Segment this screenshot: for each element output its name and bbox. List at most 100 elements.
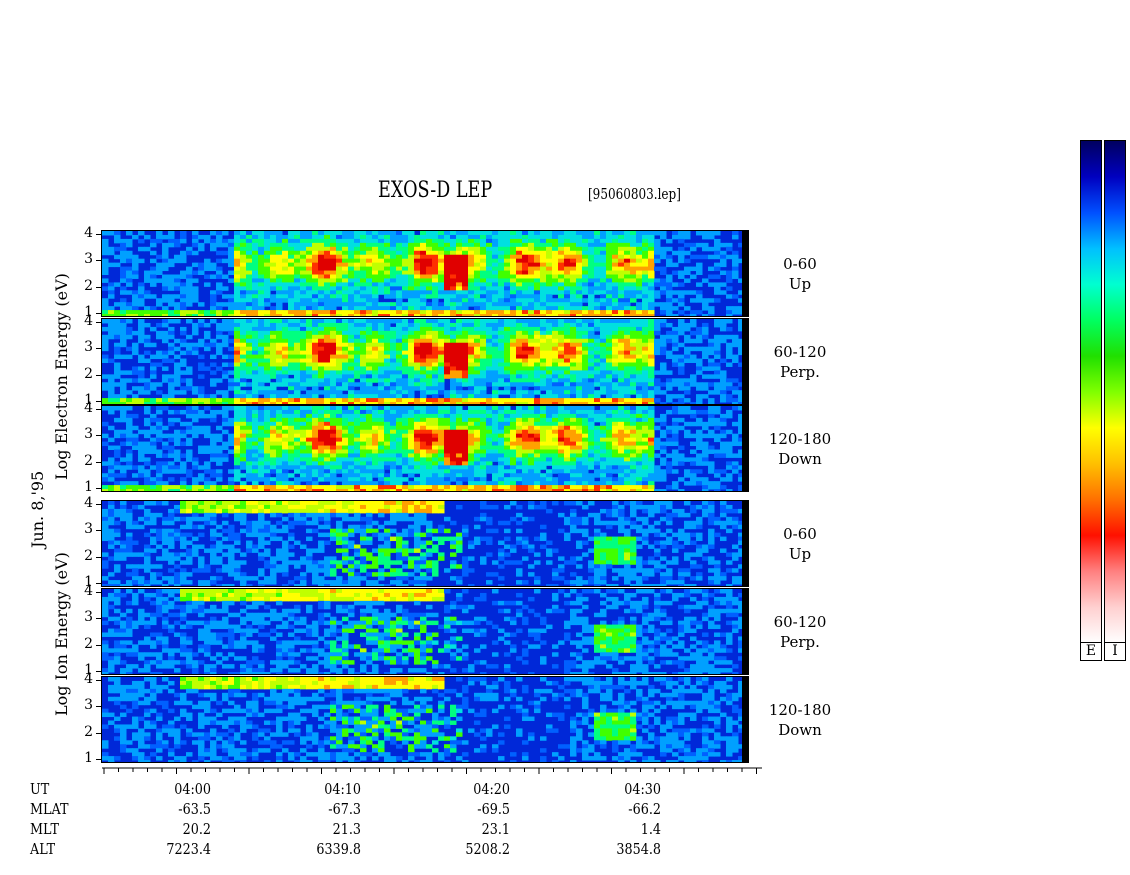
y-tick-label: 1: [84, 750, 93, 767]
footer-row-label: MLT: [30, 820, 59, 838]
y-tick: [96, 461, 101, 463]
y-tick: [96, 732, 101, 734]
spectrogram-panel-ion-120-180: [101, 676, 749, 763]
y-tick: [96, 591, 101, 593]
y-tick: [96, 556, 101, 558]
y-tick-label: 1: [84, 479, 93, 496]
pitch-label: 120-180 Down: [760, 429, 840, 469]
footer-cell: 23.1: [481, 820, 510, 838]
y-tick-label: 3: [84, 697, 93, 714]
footer-cell: 20.2: [182, 820, 211, 838]
pitch-range: 0-60: [783, 255, 817, 273]
pitch-direction: Perp.: [780, 363, 820, 381]
y-tick-label: 3: [84, 251, 93, 268]
electron-colorbar-label: E: [1080, 642, 1102, 661]
footer-cell: 04:20: [473, 780, 510, 798]
y-tick: [96, 503, 101, 505]
footer-cell: 1.4: [640, 820, 661, 838]
ion-colorbar-label: I: [1104, 642, 1126, 661]
footer-cell: -67.3: [328, 800, 361, 818]
y-tick-label: 2: [84, 277, 93, 294]
file-name: [95060803.lep]: [588, 185, 681, 203]
spectrogram-panel-ion-60-120: [101, 588, 749, 675]
spectrogram-panel-ion-0-60: [101, 500, 749, 587]
y-tick: [96, 401, 101, 403]
pitch-label: 120-180 Down: [760, 700, 840, 740]
footer-cell: 21.3: [332, 820, 361, 838]
footer-cell: -63.5: [178, 800, 211, 818]
y-tick-label: 2: [84, 452, 93, 469]
y-tick-label: 3: [84, 426, 93, 443]
pitch-direction: Down: [778, 450, 822, 468]
pitch-label: 0-60 Up: [760, 524, 840, 564]
pitch-range: 120-180: [768, 430, 832, 448]
y-tick: [96, 313, 101, 315]
footer-cell: -69.5: [477, 800, 510, 818]
footer-cell: 04:00: [174, 780, 211, 798]
y-tick-label: 1: [84, 574, 93, 591]
pitch-direction: Up: [788, 545, 812, 563]
y-tick: [96, 233, 101, 235]
y-tick-label: 4: [84, 582, 93, 599]
y-tick-label: 4: [84, 494, 93, 511]
y-tick-label: 4: [84, 670, 93, 687]
y-tick: [96, 706, 101, 708]
ion-colorbar: [1104, 140, 1126, 644]
y-tick: [96, 618, 101, 620]
pitch-range: 120-180: [768, 701, 832, 719]
pitch-label: 60-120 Perp.: [760, 342, 840, 382]
y-tick: [96, 348, 101, 350]
y-tick-label: 1: [84, 662, 93, 679]
y-tick: [96, 488, 101, 490]
y-tick: [96, 374, 101, 376]
footer-row-label: ALT: [30, 840, 56, 858]
y-tick: [96, 759, 101, 761]
x-axis: [102, 767, 762, 774]
y-tick-label: 3: [84, 521, 93, 538]
y-tick-label: 1: [84, 392, 93, 409]
date-label: Jun. 8,'95: [28, 470, 47, 548]
pitch-range: 0-60: [783, 525, 817, 543]
y-tick: [96, 260, 101, 262]
footer-row-label: MLAT: [30, 800, 69, 818]
y-tick: [96, 671, 101, 673]
pitch-range: 60-120: [773, 343, 827, 361]
electron-colorbar: [1080, 140, 1102, 644]
spectrogram-panel-electron-120-180: [101, 405, 749, 492]
y-tick-label: 2: [84, 365, 93, 382]
y-tick: [96, 408, 101, 410]
pitch-direction: Down: [778, 721, 822, 739]
footer-cell: 7223.4: [166, 840, 211, 858]
y-tick-label: 2: [84, 723, 93, 740]
pitch-direction: Perp.: [780, 633, 820, 651]
footer-cell: 04:10: [324, 780, 361, 798]
y-tick: [96, 644, 101, 646]
footer-cell: -66.2: [628, 800, 661, 818]
y-tick: [96, 321, 101, 323]
y-tick-label: 4: [84, 224, 93, 241]
chart-title: EXOS-D LEP: [378, 178, 493, 203]
y-tick: [96, 286, 101, 288]
footer-row-label: UT: [30, 780, 50, 798]
footer-cell: 6339.8: [316, 840, 361, 858]
spectrogram-panel-electron-0-60: [101, 230, 749, 317]
electron-axis-label: Log Electron Energy (eV): [52, 273, 71, 480]
y-tick-label: 4: [84, 312, 93, 329]
y-tick-label: 3: [84, 609, 93, 626]
y-tick-label: 2: [84, 547, 93, 564]
ion-axis-label: Log Ion Energy (eV): [52, 552, 71, 716]
footer-cell: 04:30: [624, 780, 661, 798]
y-tick-label: 4: [84, 399, 93, 416]
y-tick: [96, 435, 101, 437]
y-tick-label: 1: [84, 304, 93, 321]
y-tick: [96, 530, 101, 532]
footer-cell: 3854.8: [616, 840, 661, 858]
pitch-label: 0-60 Up: [760, 254, 840, 294]
y-tick-label: 2: [84, 635, 93, 652]
y-tick: [96, 679, 101, 681]
footer-cell: 5208.2: [465, 840, 510, 858]
pitch-range: 60-120: [773, 613, 827, 631]
y-tick: [96, 583, 101, 585]
spectrogram-panel-electron-60-120: [101, 318, 749, 405]
y-tick-label: 3: [84, 339, 93, 356]
